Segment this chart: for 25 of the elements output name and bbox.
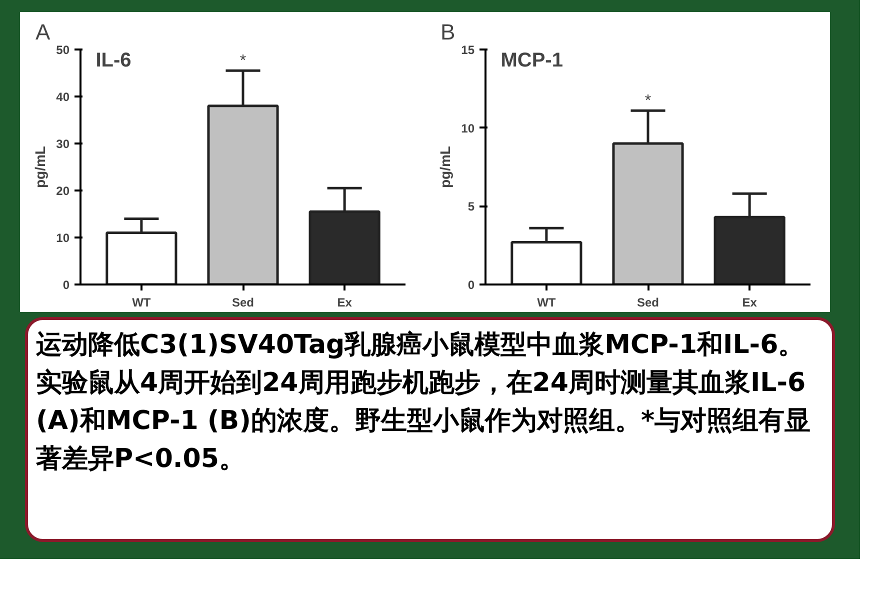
x-tick-label: Ex: [337, 296, 352, 310]
y-tick-label: 50: [56, 43, 70, 57]
y-tick-label: 10: [56, 231, 70, 245]
y-tick-label: 15: [461, 43, 475, 57]
y-axis-title: pg/mL: [32, 146, 48, 188]
annotation: *: [240, 52, 246, 70]
y-tick-label: 5: [468, 200, 475, 214]
x-tick-label: Sed: [232, 296, 254, 310]
annotation: *: [644, 92, 652, 110]
x-tick-label: WT: [132, 296, 152, 310]
x-tick-label: Ex: [742, 296, 758, 310]
y-tick-label: 20: [56, 184, 70, 198]
text: B: [440, 20, 456, 44]
chart-title: IL-6: [96, 50, 132, 72]
x-tick-label: WT: [537, 296, 556, 310]
y-axis-title: pg/mL: [437, 146, 454, 188]
y-tick-label: 10: [461, 121, 475, 136]
y-tick-label: 40: [56, 90, 70, 104]
chart-title: MCP-1: [500, 50, 563, 72]
text: 运动降低C3(1)SV40Tag乳腺癌小鼠模型中血浆MCP-1和IL-6。实验鼠从4周开始到24周用跑步机跑步，在24周时测量其血浆IL-6 (A)和MCP-1 (B)的浓度。野生型小鼠作为对照组。*与对照组有显著差异P<0.05。: [36, 329, 812, 476]
y-tick-label: 0: [62, 278, 70, 292]
y-tick-label: 30: [56, 137, 70, 151]
x-tick-label: Sed: [636, 296, 660, 310]
text: A: [36, 20, 50, 44]
y-tick-label: 0: [468, 278, 475, 292]
